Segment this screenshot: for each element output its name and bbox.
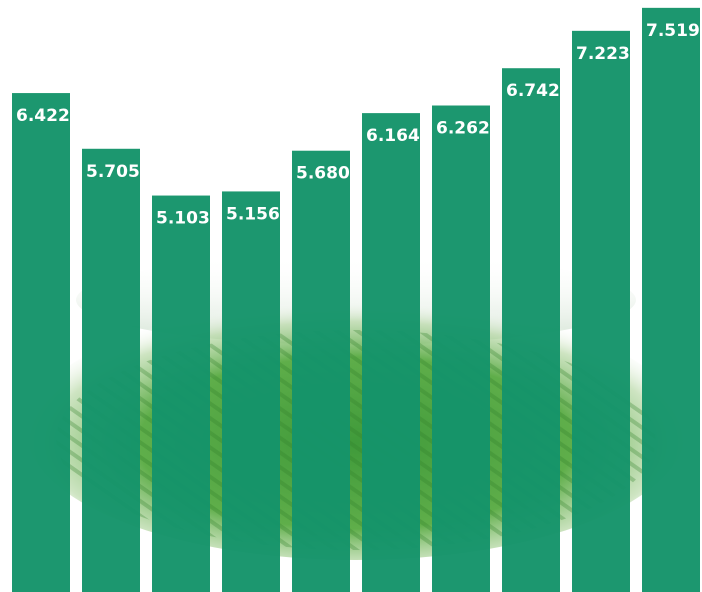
bar bbox=[82, 148, 140, 592]
value-label: 6.742 bbox=[506, 81, 560, 101]
value-label: 7.519 bbox=[646, 21, 700, 41]
value-label: 6.262 bbox=[436, 119, 490, 139]
bar bbox=[572, 30, 630, 592]
bar bbox=[432, 105, 490, 592]
bar bbox=[152, 195, 210, 592]
bar bbox=[502, 68, 560, 592]
value-label: 5.705 bbox=[86, 162, 140, 182]
bar bbox=[12, 93, 70, 592]
value-label: 6.164 bbox=[366, 126, 420, 146]
value-label: 5.156 bbox=[226, 204, 280, 224]
bar bbox=[222, 191, 280, 592]
bar bbox=[362, 113, 420, 592]
value-label: 6.422 bbox=[16, 106, 70, 126]
bar bbox=[642, 7, 700, 592]
bar bbox=[292, 150, 350, 592]
value-label: 5.680 bbox=[296, 164, 350, 184]
value-label: 7.223 bbox=[576, 44, 630, 64]
value-label: 5.103 bbox=[156, 209, 210, 229]
